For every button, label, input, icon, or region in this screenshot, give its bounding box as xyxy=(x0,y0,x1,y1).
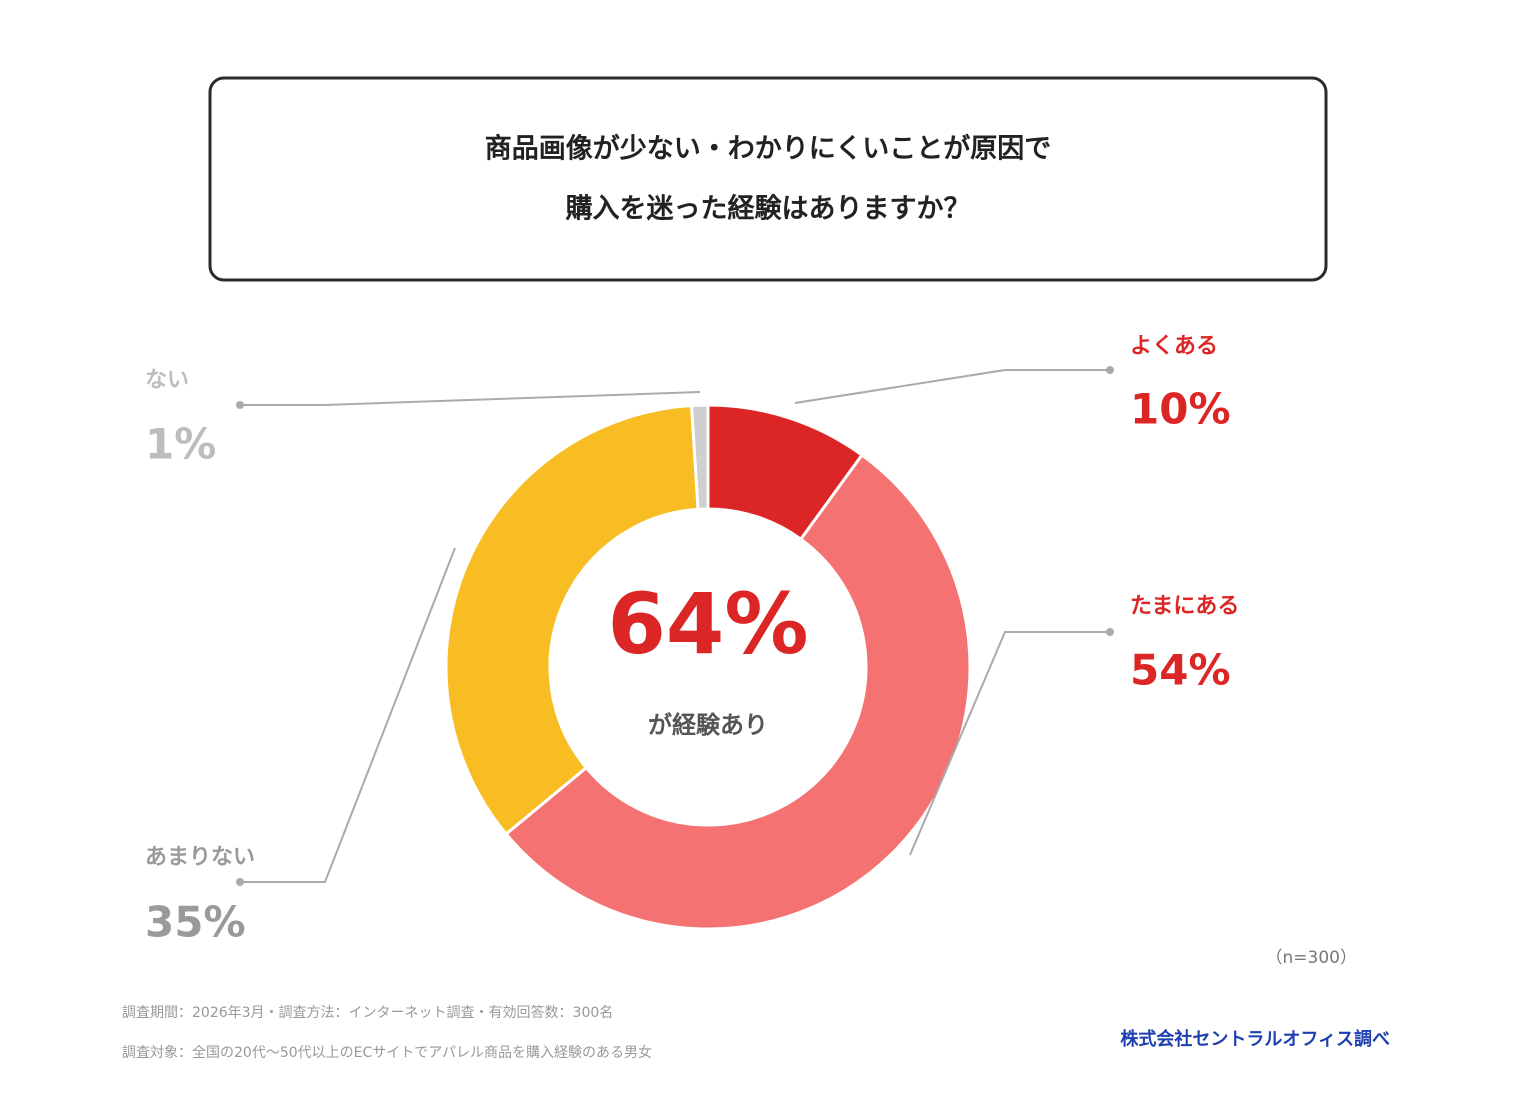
center-value: 64% xyxy=(607,575,808,673)
leader-dot xyxy=(236,878,244,886)
leader-line xyxy=(240,547,456,883)
title-box xyxy=(208,76,1328,282)
note: 調査期間：2026年3月・調査方法：インターネット調査・有効回答数：300名 xyxy=(122,1004,613,1021)
donut-segment xyxy=(689,403,710,511)
leader-line xyxy=(240,391,701,406)
leader-line xyxy=(794,369,1110,404)
category-label: よくある xyxy=(1130,334,1218,359)
sample-note: （n=300） xyxy=(1266,948,1357,968)
leader-dot xyxy=(1106,628,1114,636)
chart-title: 商品画像が少ない・わかりにくいことが原因で xyxy=(485,133,1051,165)
donut-segment xyxy=(504,452,972,931)
value-label: 35% xyxy=(145,898,246,947)
donut-segment xyxy=(444,403,700,837)
source: 株式会社セントラルオフィス調べ xyxy=(1120,1028,1390,1050)
category-label: ない xyxy=(145,368,189,393)
chart-title: 購入を迷った経験はありますか？ xyxy=(566,193,971,225)
category-label: あまりない xyxy=(145,845,255,870)
category-label: たまにある xyxy=(1130,594,1239,619)
value-label: 54% xyxy=(1130,646,1231,695)
leader-dot xyxy=(1106,366,1114,374)
leader-dot xyxy=(236,401,244,409)
note: 調査対象：全国の20代〜50代以上のECサイトでアパレル商品を購入経験のある男女 xyxy=(122,1044,652,1061)
value-label: 10% xyxy=(1130,385,1231,434)
leader-line xyxy=(909,631,1110,856)
value-label: 1% xyxy=(145,420,216,469)
center-caption: が経験あり xyxy=(648,711,768,739)
